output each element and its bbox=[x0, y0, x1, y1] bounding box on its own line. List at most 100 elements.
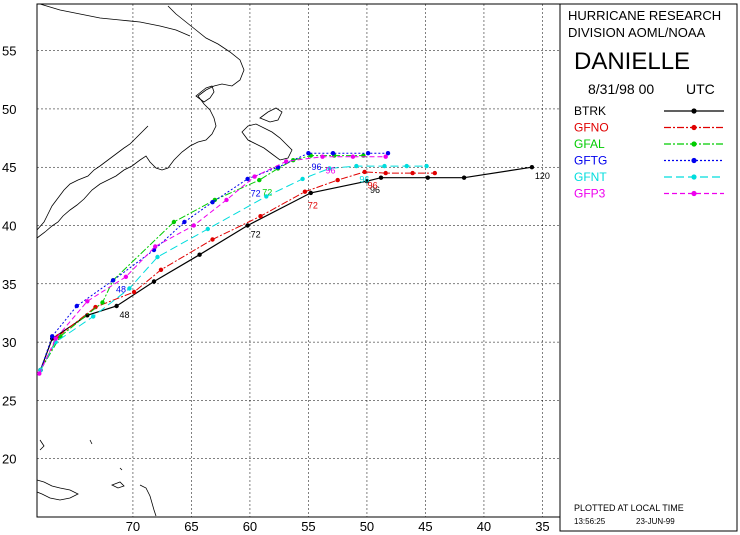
track-hour-label: 120 bbox=[535, 171, 550, 181]
track-point bbox=[308, 190, 313, 196]
lat-tick-label: 45 bbox=[2, 160, 16, 175]
legend-label: GFNO bbox=[574, 121, 609, 135]
track-point bbox=[37, 371, 42, 376]
track-point bbox=[320, 154, 325, 159]
track-point bbox=[171, 219, 177, 225]
track-hour-label: 96 bbox=[370, 185, 380, 195]
track-point bbox=[153, 244, 158, 249]
track-hour-label: 72 bbox=[308, 200, 318, 210]
track-point bbox=[197, 252, 202, 257]
track-point bbox=[210, 237, 215, 242]
lon-tick-label: 50 bbox=[360, 519, 374, 534]
lat-tick-label: 35 bbox=[2, 277, 16, 292]
track-hour-label: 96 bbox=[311, 162, 321, 172]
legend-marker bbox=[691, 174, 697, 180]
track-point bbox=[362, 169, 367, 175]
plotted-note: PLOTTED AT LOCAL TIME bbox=[574, 503, 684, 513]
track-point bbox=[302, 189, 308, 194]
track-point bbox=[258, 214, 263, 219]
track-point bbox=[410, 170, 415, 176]
track-point bbox=[74, 303, 80, 309]
track-hour-label: 96 bbox=[368, 181, 378, 191]
track-point bbox=[350, 154, 356, 159]
track-point bbox=[330, 151, 336, 156]
track-point bbox=[53, 336, 58, 341]
track-point bbox=[93, 304, 98, 310]
track-hour-label: 96 bbox=[359, 175, 369, 185]
track-hour-label: 48 bbox=[116, 284, 126, 294]
track-point bbox=[378, 175, 384, 180]
legend: BTRK GFNO GFAL GFTG GFNT GFP3 bbox=[574, 104, 724, 201]
track-point bbox=[264, 194, 269, 199]
lat-lon-grid bbox=[37, 4, 560, 517]
lat-tick-label: 20 bbox=[2, 452, 16, 467]
legend-marker bbox=[691, 108, 697, 114]
track-point bbox=[205, 226, 210, 232]
legend-label: GFAL bbox=[574, 137, 605, 151]
track-point bbox=[424, 163, 429, 169]
track-point bbox=[432, 170, 437, 176]
track-point bbox=[155, 254, 160, 260]
track-point bbox=[110, 278, 116, 283]
init-tz: UTC bbox=[686, 81, 715, 97]
track-point bbox=[461, 175, 467, 180]
track-line bbox=[40, 155, 364, 371]
lon-tick-label: 45 bbox=[418, 519, 432, 534]
footer-date: 23-JUN-99 bbox=[636, 517, 675, 526]
track-hour-label: 72 bbox=[251, 189, 261, 199]
track-point bbox=[354, 163, 359, 169]
lon-tick-label: 55 bbox=[301, 519, 315, 534]
track-point bbox=[306, 151, 311, 156]
lat-tick-label: 25 bbox=[2, 393, 16, 408]
lat-tick-label: 30 bbox=[2, 335, 16, 350]
lat-tick-label: 40 bbox=[2, 219, 16, 234]
legend-marker bbox=[691, 141, 697, 147]
track-point bbox=[245, 223, 250, 228]
lon-tick-label: 40 bbox=[477, 519, 491, 534]
track-point bbox=[385, 151, 391, 156]
track-point bbox=[210, 200, 215, 205]
org-line-1: HURRICANE RESEARCH bbox=[568, 8, 721, 23]
track-hour-label: 72 bbox=[251, 230, 261, 240]
storm-name: DANIELLE bbox=[574, 48, 690, 75]
track-point bbox=[327, 166, 332, 171]
track-point bbox=[114, 303, 119, 309]
track-point bbox=[85, 299, 90, 304]
track-point bbox=[425, 175, 430, 180]
track-hour-label: 48 bbox=[120, 310, 130, 320]
legend-label: GFTG bbox=[574, 154, 607, 168]
track-hour-label: 72 bbox=[262, 188, 272, 198]
axis-labels: 70 65 60 55 50 45 40 35 55 50 45 40 35 30 25 20 bbox=[2, 44, 550, 534]
track-point bbox=[252, 174, 257, 179]
track-point bbox=[50, 334, 55, 339]
init-time: 8/31/98 00 bbox=[588, 81, 654, 97]
lat-tick-label: 55 bbox=[2, 44, 16, 59]
track-point bbox=[257, 177, 262, 183]
track-point bbox=[364, 179, 370, 184]
lon-tick-label: 70 bbox=[126, 519, 140, 534]
legend-label: BTRK bbox=[574, 104, 606, 118]
track-point bbox=[131, 289, 137, 295]
track-point bbox=[100, 300, 105, 305]
track-point bbox=[382, 163, 387, 169]
lon-tick-label: 60 bbox=[243, 519, 257, 534]
lon-tick-label: 65 bbox=[184, 519, 198, 534]
lat-tick-label: 50 bbox=[2, 102, 16, 117]
legend-label: GFP3 bbox=[574, 187, 606, 201]
legend-marker bbox=[691, 124, 697, 131]
track-point bbox=[58, 334, 63, 339]
track-point bbox=[404, 163, 409, 169]
track-point bbox=[245, 176, 250, 182]
track-btrk: 48 72 96 120 bbox=[38, 165, 550, 373]
track-point bbox=[127, 286, 132, 291]
track-gfp3: 96 bbox=[37, 154, 388, 376]
track-point bbox=[383, 170, 388, 176]
footer-clock: 13:56:25 bbox=[574, 517, 606, 526]
track-point bbox=[300, 176, 305, 182]
track-point bbox=[151, 279, 157, 284]
track-point bbox=[365, 151, 371, 156]
org-line-2: DIVISION AOML/NOAA bbox=[568, 25, 706, 40]
track-point bbox=[335, 177, 340, 183]
